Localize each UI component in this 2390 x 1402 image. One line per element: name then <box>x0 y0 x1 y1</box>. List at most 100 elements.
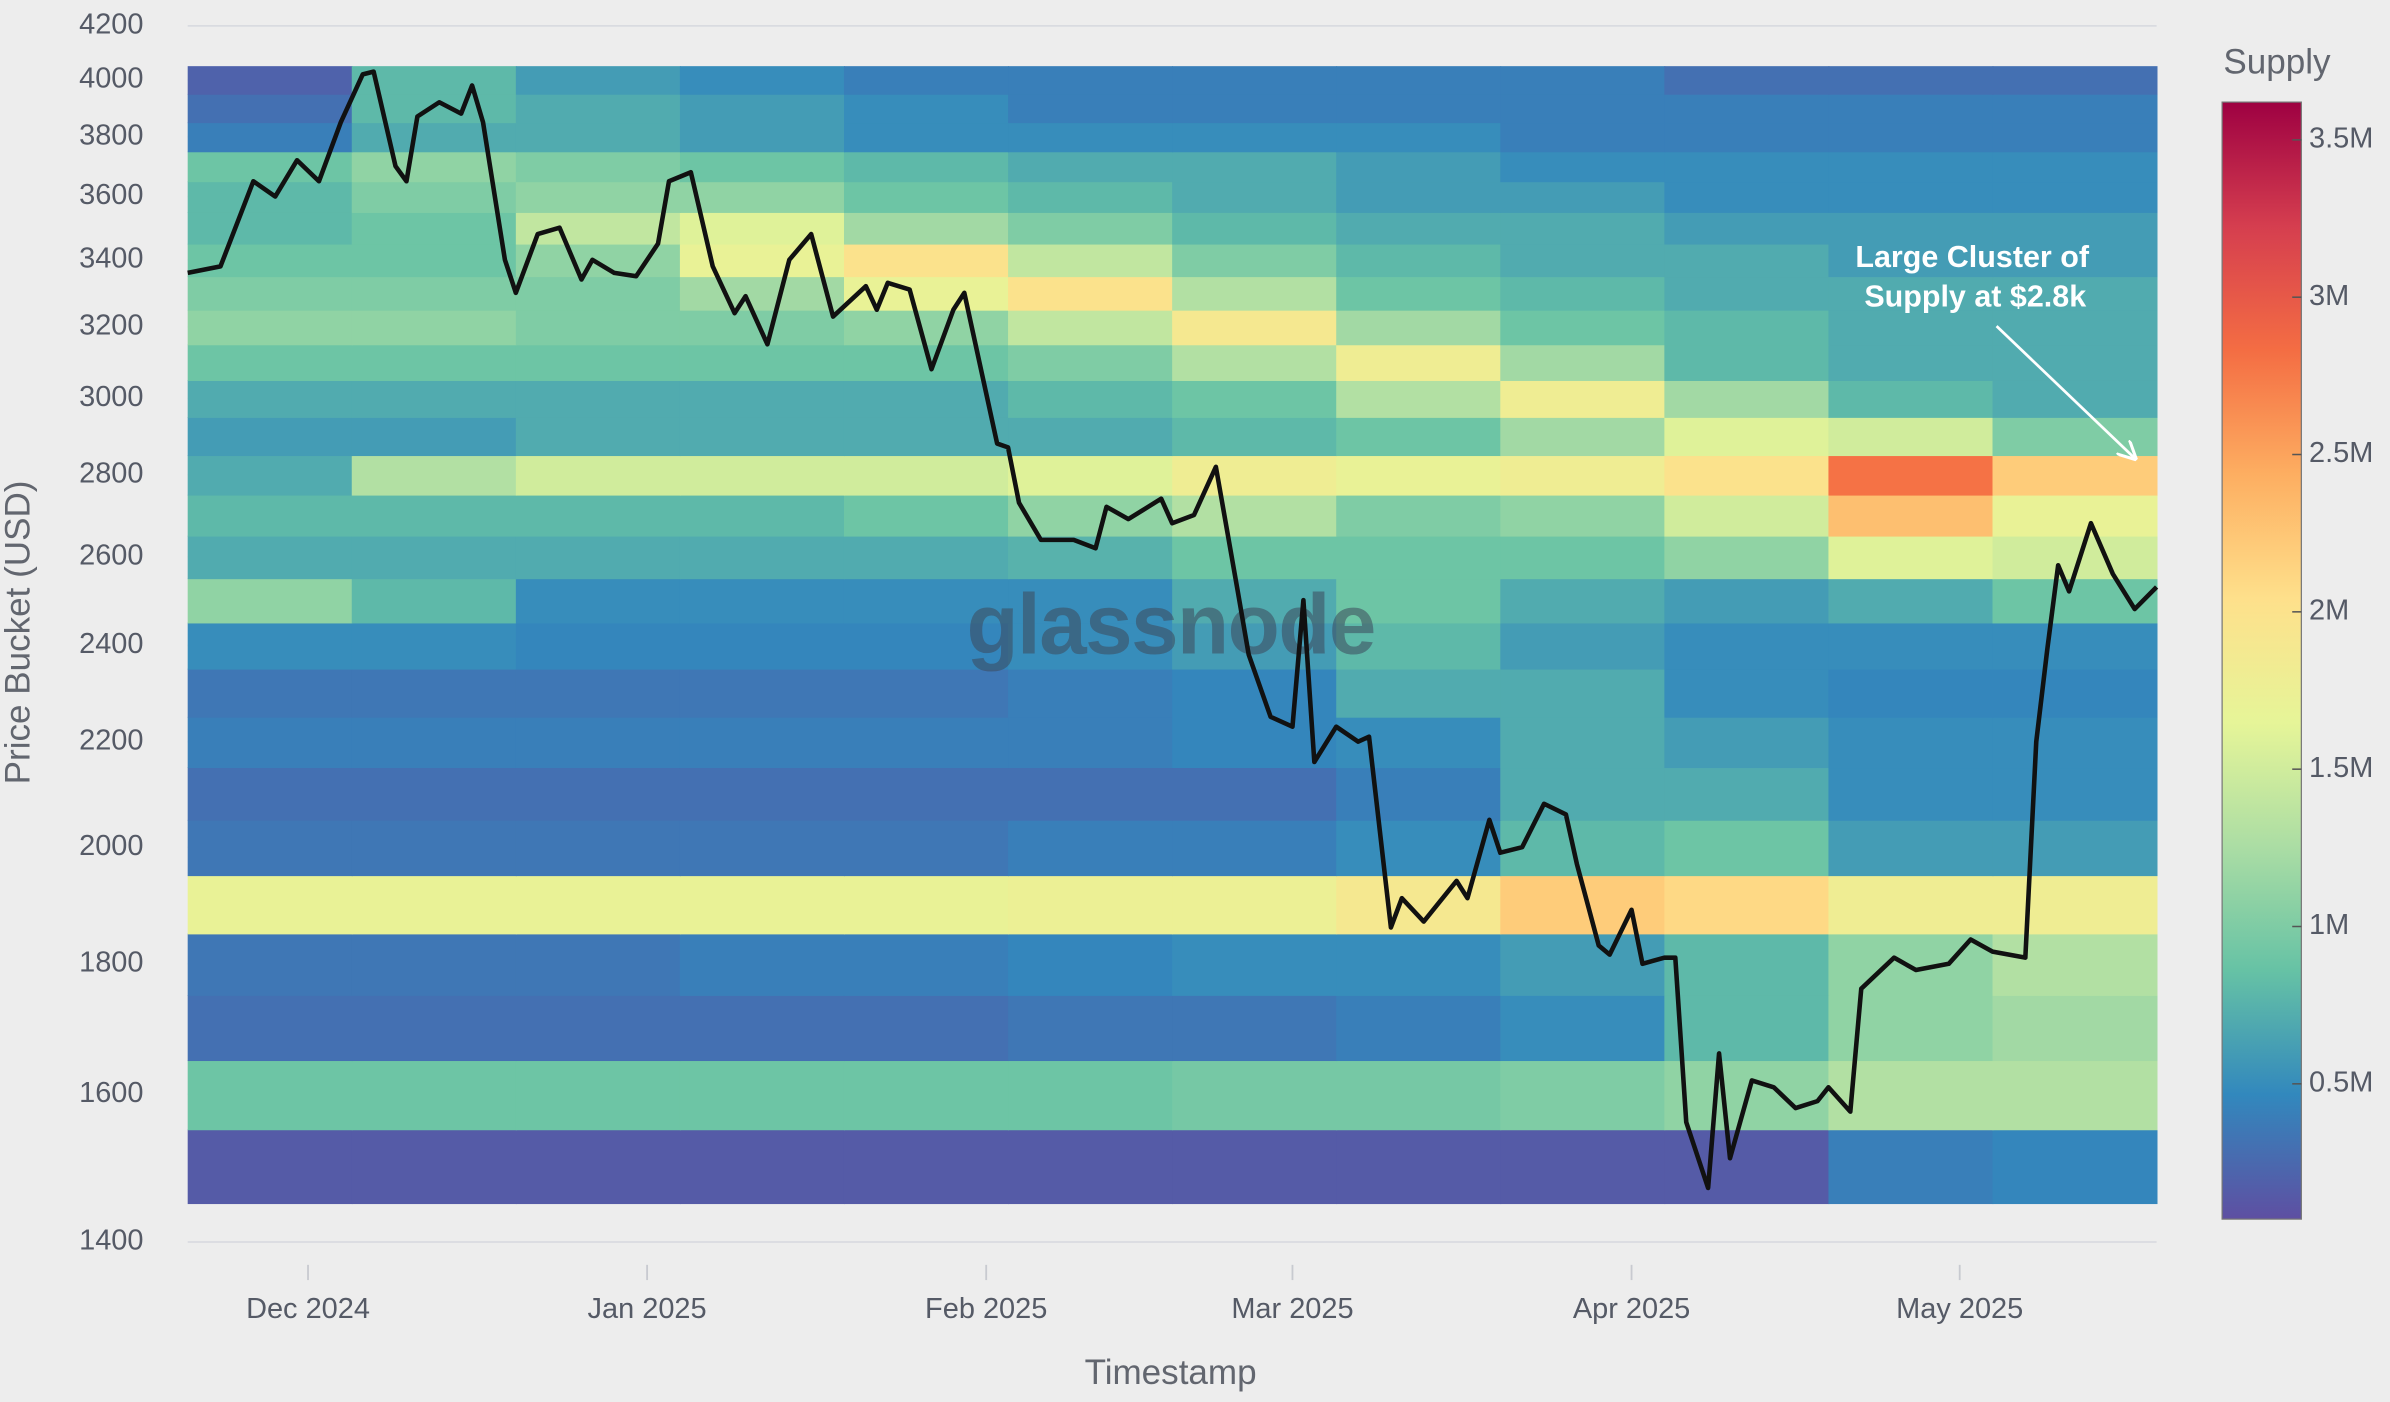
heatmap-cell <box>515 416 681 457</box>
price-line <box>187 69 2159 1191</box>
heatmap-cell <box>515 1129 681 1205</box>
heatmap-cell <box>1992 622 2158 670</box>
heatmap-cell <box>1336 494 1502 537</box>
heatmap-cell <box>1664 875 1830 935</box>
heatmap-cell <box>1500 622 1666 670</box>
heatmap-cell <box>679 875 845 935</box>
heatmap-cell <box>843 212 1009 245</box>
heatmap-cell <box>843 578 1009 624</box>
heatmap-cell <box>1008 380 1174 418</box>
heatmap-cell <box>1008 1060 1174 1131</box>
heatmap-cell <box>351 767 517 821</box>
heatmap-cell <box>1664 344 1830 381</box>
heatmap-cell <box>351 933 517 996</box>
heatmap-cell <box>1500 181 1666 213</box>
heatmap-cell <box>679 151 845 183</box>
heatmap-cell <box>515 93 681 124</box>
heatmap-cell <box>1500 535 1666 580</box>
heatmap-cell <box>187 309 353 346</box>
heatmap-cell <box>1336 93 1502 124</box>
heatmap-cell <box>1992 1060 2158 1131</box>
heatmap-cell <box>1664 716 1830 769</box>
heatmap-cell <box>843 994 1009 1062</box>
heatmap-cell <box>1172 933 1338 996</box>
heatmap-cell <box>1664 276 1830 311</box>
heatmap-cell <box>679 380 845 418</box>
heatmap-cell <box>679 344 845 381</box>
heatmap-cell <box>1828 994 1994 1062</box>
heatmap-cell <box>187 181 353 213</box>
y-tick-label: 4200 <box>79 9 143 41</box>
heatmap-cell <box>1992 151 2158 183</box>
heatmap-cell <box>1172 819 1338 877</box>
heatmap-cell <box>1008 66 1174 95</box>
heatmap-cell <box>1992 66 2158 95</box>
y-tick-label: 2600 <box>79 539 143 571</box>
colorbar-title: Supply <box>2223 42 2331 81</box>
heatmap-cell <box>1172 344 1338 381</box>
heatmap-cell <box>1500 344 1666 381</box>
heatmap-cell <box>1008 622 1174 670</box>
heatmap-cell <box>1336 66 1502 95</box>
heatmap-cell <box>1500 819 1666 877</box>
heatmap-cell <box>1500 416 1666 457</box>
heatmap-cell <box>1172 151 1338 183</box>
heatmap-cell <box>1336 767 1502 821</box>
heatmap-cell <box>1664 1129 1830 1205</box>
heatmap-cell <box>1172 416 1338 457</box>
y-tick-label: 3400 <box>79 242 143 274</box>
heatmap-cell <box>515 151 681 183</box>
heatmap-cell <box>1828 243 1994 278</box>
heatmap-cell <box>1992 578 2158 624</box>
heatmap-cell <box>1172 309 1338 346</box>
heatmap-cell <box>1336 933 1502 996</box>
heatmap-cell <box>187 416 353 457</box>
heatmap-cell <box>1664 494 1830 537</box>
heatmap-cell <box>1008 416 1174 457</box>
heatmap-cell <box>679 1129 845 1205</box>
heatmap-cell <box>843 93 1009 124</box>
heatmap-cell <box>515 535 681 580</box>
heatmap-cell <box>1500 716 1666 769</box>
x-tick-label: Mar 2025 <box>1231 1293 1353 1325</box>
heatmap-cell <box>351 1060 517 1131</box>
heatmap-cell <box>351 309 517 346</box>
colorbar-tick-label: 3M <box>2309 280 2349 312</box>
heatmap-cell <box>187 1129 353 1205</box>
heatmap-cell <box>1828 344 1994 381</box>
heatmap-cell <box>1992 276 2158 311</box>
heatmap-cell <box>351 380 517 418</box>
heatmap-cell <box>1664 819 1830 877</box>
x-axis-title: Timestamp <box>1085 1353 1257 1392</box>
heatmap-cell <box>351 716 517 769</box>
y-tick-label: 1400 <box>79 1225 143 1257</box>
heatmap-cell <box>187 668 353 718</box>
heatmap-cell <box>1664 212 1830 245</box>
heatmap-cell <box>1172 494 1338 537</box>
annotation: Large Cluster of <box>1855 240 2089 274</box>
y-tick-label: 2400 <box>79 628 143 660</box>
heatmap-cell <box>351 535 517 580</box>
annotation-arrow <box>1995 325 2136 459</box>
price-line-layer <box>187 69 2159 1191</box>
heatmap-cell <box>679 276 845 311</box>
heatmap-cell <box>1500 455 1666 496</box>
heatmap-cell <box>515 578 681 624</box>
heatmap-cell <box>187 819 353 877</box>
heatmap-cell <box>1008 875 1174 935</box>
heatmap-cell <box>1664 66 1830 95</box>
heatmap-cell <box>1336 122 1502 153</box>
heatmap-cell <box>843 767 1009 821</box>
heatmap-cell <box>1992 994 2158 1062</box>
heatmap-cell <box>515 668 681 718</box>
heatmap-cell <box>1008 1129 1174 1205</box>
heatmap-cell <box>1336 622 1502 670</box>
heatmap-cell <box>515 380 681 418</box>
heatmap-cell <box>1664 151 1830 183</box>
colorbar-tick-label: 2M <box>2309 594 2349 626</box>
heatmap-cell <box>1336 578 1502 624</box>
heatmap-cell <box>1336 276 1502 311</box>
heatmap-cell <box>1172 535 1338 580</box>
